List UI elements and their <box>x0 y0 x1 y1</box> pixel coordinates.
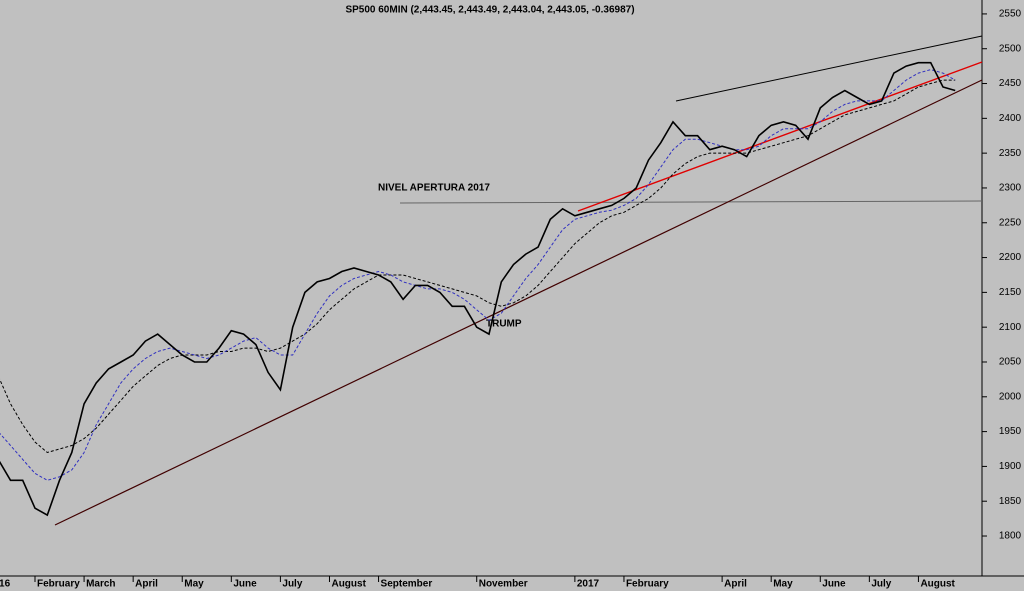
x-tick-label: July <box>282 579 302 590</box>
y-tick-label: 2100 <box>999 322 1022 333</box>
red-trendline <box>577 61 983 212</box>
x-tick-label: April <box>724 579 747 590</box>
y-tick-label: 1950 <box>999 426 1022 437</box>
x-tick-label: May <box>773 579 793 590</box>
y-tick-label: 2200 <box>999 252 1022 263</box>
x-tick-label: June <box>233 579 257 590</box>
series-line <box>0 61 956 517</box>
y-tick-label: 1800 <box>999 531 1022 542</box>
y-tick-label: 2500 <box>999 43 1022 54</box>
series-line <box>0 79 956 454</box>
x-tick-label: February <box>37 579 80 590</box>
opening-level-line <box>399 200 983 204</box>
y-tick-label: 2000 <box>999 391 1022 402</box>
x-tick-label: May <box>184 579 204 590</box>
y-tick-label: 2250 <box>999 217 1022 228</box>
x-tick-label: 2016 <box>0 579 11 590</box>
y-tick-label: 2350 <box>999 148 1022 159</box>
x-tick-label: March <box>86 579 115 590</box>
x-tick-label: August <box>331 579 366 590</box>
y-tick-label: 2150 <box>999 287 1022 298</box>
y-tick-label: 1850 <box>999 496 1022 507</box>
series-line <box>0 69 956 481</box>
x-tick-label: July <box>871 579 891 590</box>
support-trendline <box>54 79 983 526</box>
y-tick-label: 2400 <box>999 113 1022 124</box>
y-tick-label: 2450 <box>999 78 1022 89</box>
x-tick-label: November <box>479 579 528 590</box>
x-tick-label: June <box>822 579 846 590</box>
y-tick-label: 2300 <box>999 183 1022 194</box>
y-tick-label: 2550 <box>999 9 1022 20</box>
x-tick-label: September <box>381 579 433 590</box>
y-tick-label: 1900 <box>999 461 1022 472</box>
x-tick-label: August <box>920 579 955 590</box>
y-tick-label: 2050 <box>999 357 1022 368</box>
chart-title: SP500 60MIN (2,443.45, 2,443.49, 2,443.0… <box>345 5 634 16</box>
x-tick-label: 2017 <box>577 579 600 590</box>
annotation: TRUMP <box>486 319 522 330</box>
x-tick-label: February <box>626 579 669 590</box>
annotation: NIVEL APERTURA 2017 <box>378 183 490 194</box>
resistance-trendline <box>675 35 983 102</box>
x-tick-label: April <box>135 579 158 590</box>
